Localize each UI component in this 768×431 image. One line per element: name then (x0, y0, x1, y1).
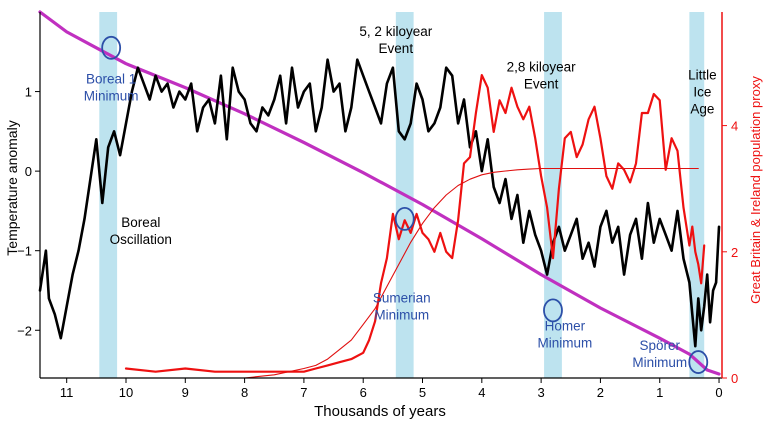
temperature-line (38, 58, 721, 348)
x-axis-label: Thousands of years (314, 403, 446, 420)
y-left-tick-label: −2 (17, 323, 32, 338)
y-left-tick-label: 1 (25, 85, 32, 100)
y-axis-right-label: Great Britain & Ireland population proxy (748, 76, 763, 304)
annotation-homer: Homer Minimum (537, 318, 592, 350)
annotation-event28: 2,8 kiloyear Event (507, 60, 577, 92)
x-tick-label: 9 (182, 385, 189, 400)
annotation-sumerian: Sumerian Minimum (373, 290, 431, 322)
minimum-band-3 (689, 12, 705, 378)
minimum-circle-2 (543, 298, 563, 323)
x-tick-label: 10 (119, 385, 133, 400)
population-series (124, 73, 706, 373)
annotation-boreal-osc: Boreal Oscillation (110, 215, 172, 247)
annotation-event52: 5, 2 kiloyear Event (359, 24, 432, 56)
logistic-line (244, 167, 699, 379)
x-tick-label: 11 (60, 385, 74, 400)
x-tick-label: 7 (300, 385, 307, 400)
x-tick-label: 1 (656, 385, 663, 400)
x-tick-label: 2 (597, 385, 604, 400)
annotation-boreal1: Boreal 1 Minimum (84, 72, 139, 104)
minimum-bands (99, 12, 705, 378)
y-right-tick-label: 0 (731, 371, 738, 386)
minimum-circle-3 (688, 350, 709, 374)
x-tick-label: 0 (715, 385, 722, 400)
x-tick-label: 3 (538, 385, 545, 400)
y-left-tick-label: 0 (25, 164, 32, 179)
minimum-circle-0 (101, 35, 122, 60)
x-tick-label: 5 (419, 385, 426, 400)
x-tick-label: 4 (478, 385, 485, 400)
minimum-markers (101, 35, 709, 374)
y-right-tick-label: 4 (731, 119, 738, 134)
logistic-fit-series (244, 167, 699, 379)
y-axis-left-label: Temperature anomaly (4, 120, 20, 255)
x-tick-label: 8 (241, 385, 248, 400)
annotation-lia: Little Ice Age (688, 68, 717, 117)
temperature-series (38, 58, 721, 348)
minimum-band-0 (99, 12, 118, 378)
minimum-circle-1 (394, 206, 415, 231)
population-line (124, 73, 706, 373)
minimum-band-2 (544, 12, 562, 378)
y-right-tick-label: 2 (731, 245, 738, 260)
trend-series (38, 10, 721, 376)
annotations: Boreal 1 Minimum Boreal Oscillation 5, 2 kil… (84, 24, 717, 370)
trend-line (38, 10, 721, 376)
y-left-tick-label: −1 (17, 244, 32, 259)
annotation-sporer: Spörer Minimum (632, 338, 687, 370)
x-tick-label: 6 (360, 385, 367, 400)
